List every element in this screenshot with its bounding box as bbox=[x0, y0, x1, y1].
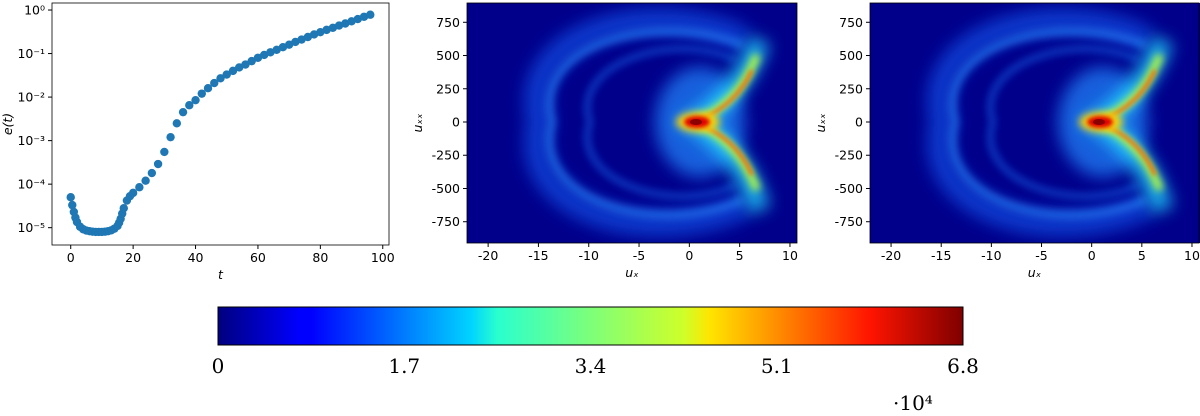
x-tick-label: -15 bbox=[931, 248, 951, 263]
data-point bbox=[66, 193, 75, 202]
data-point bbox=[203, 84, 213, 93]
heatmap-image bbox=[870, 3, 1200, 243]
x-tick-label: 5 bbox=[1138, 248, 1146, 263]
x-tick-label: 100 bbox=[371, 250, 395, 265]
y-tick-label: 0 bbox=[855, 115, 863, 130]
x-tick-label: -20 bbox=[881, 248, 901, 263]
y-tick-label: 10⁰ bbox=[24, 3, 45, 18]
data-point bbox=[135, 183, 144, 192]
x-tick-label: 40 bbox=[188, 250, 204, 265]
x-tick-label: 0 bbox=[67, 250, 75, 265]
colorbar-tick-label: 5.1 bbox=[761, 354, 793, 378]
colorbar-tick-label: 3.4 bbox=[575, 354, 607, 378]
plot-frame bbox=[51, 2, 390, 246]
y-tick-label: 10⁻⁵ bbox=[17, 220, 45, 235]
y-tick-label: 10⁻¹ bbox=[17, 46, 45, 61]
y-tick-label: 10⁻³ bbox=[17, 133, 45, 148]
data-point bbox=[172, 119, 182, 128]
data-point bbox=[228, 66, 238, 76]
colorbar bbox=[217, 306, 964, 346]
y-axis-label: uₓₓ bbox=[410, 113, 425, 132]
y-tick-label: 250 bbox=[436, 81, 460, 96]
y-tick-label: 750 bbox=[839, 15, 863, 30]
colorbar-offset-label: ·10⁴ bbox=[893, 391, 933, 415]
y-axis-label: e(t) bbox=[0, 113, 15, 135]
x-tick-label: 80 bbox=[312, 250, 328, 265]
data-point bbox=[191, 95, 200, 105]
x-tick-label: -5 bbox=[633, 248, 645, 263]
data-point bbox=[119, 204, 128, 213]
data-point bbox=[253, 53, 263, 62]
data-point bbox=[222, 70, 231, 79]
x-tick-label: 5 bbox=[736, 248, 744, 263]
data-point bbox=[178, 107, 188, 117]
data-point bbox=[128, 188, 138, 198]
x-tick-label: -5 bbox=[1035, 248, 1047, 263]
x-tick-label: -15 bbox=[528, 248, 548, 263]
data-point bbox=[160, 147, 169, 157]
y-tick-label: 500 bbox=[839, 48, 863, 63]
x-tick-label: -10 bbox=[981, 248, 1001, 263]
data-point bbox=[210, 78, 219, 88]
x-tick-label: 10 bbox=[1184, 248, 1200, 263]
colorbar-tick-label: 0 bbox=[212, 354, 225, 378]
y-tick-label: 500 bbox=[436, 48, 460, 63]
x-tick-label: 20 bbox=[125, 250, 141, 265]
y-tick-label: 250 bbox=[839, 81, 863, 96]
y-tick-label: -750 bbox=[432, 214, 460, 229]
y-tick-label: 10⁻⁴ bbox=[17, 177, 45, 192]
x-tick-label: 10 bbox=[782, 248, 798, 263]
y-tick-label: -250 bbox=[432, 148, 460, 163]
y-tick-label: 750 bbox=[436, 15, 460, 30]
x-tick-label: 60 bbox=[250, 250, 266, 265]
x-axis-label: uₓ bbox=[625, 265, 639, 280]
plot-frame bbox=[466, 2, 798, 244]
y-axis-label: uₓₓ bbox=[813, 113, 828, 132]
plot-frame bbox=[869, 2, 1200, 244]
x-tick-label: -10 bbox=[579, 248, 599, 263]
data-point bbox=[185, 101, 194, 110]
x-tick-label: 0 bbox=[685, 248, 693, 263]
x-axis-label: t bbox=[218, 267, 224, 282]
data-point bbox=[197, 89, 206, 98]
data-point bbox=[247, 56, 256, 66]
plot-background bbox=[52, 3, 389, 245]
heatmap-image bbox=[467, 3, 797, 243]
x-tick-label: 0 bbox=[1088, 248, 1096, 263]
colorbar-tick-label: 1.7 bbox=[388, 354, 420, 378]
data-point bbox=[68, 200, 77, 210]
x-tick-label: -20 bbox=[478, 248, 498, 263]
data-point bbox=[235, 63, 244, 72]
data-point bbox=[141, 176, 150, 185]
y-tick-label: -500 bbox=[835, 181, 863, 196]
data-point bbox=[216, 74, 225, 83]
y-tick-label: -250 bbox=[835, 148, 863, 163]
data-point bbox=[147, 168, 157, 178]
colorbar-tick-label: 6.8 bbox=[947, 354, 979, 378]
x-axis-label: uₓ bbox=[1028, 265, 1042, 280]
data-point bbox=[166, 132, 175, 142]
y-tick-label: 10⁻² bbox=[17, 90, 45, 105]
y-tick-label: 0 bbox=[452, 115, 460, 130]
y-tick-label: -500 bbox=[432, 181, 460, 196]
data-point bbox=[153, 159, 163, 169]
y-tick-label: -750 bbox=[835, 214, 863, 229]
data-point bbox=[366, 10, 375, 19]
data-point bbox=[241, 60, 250, 69]
